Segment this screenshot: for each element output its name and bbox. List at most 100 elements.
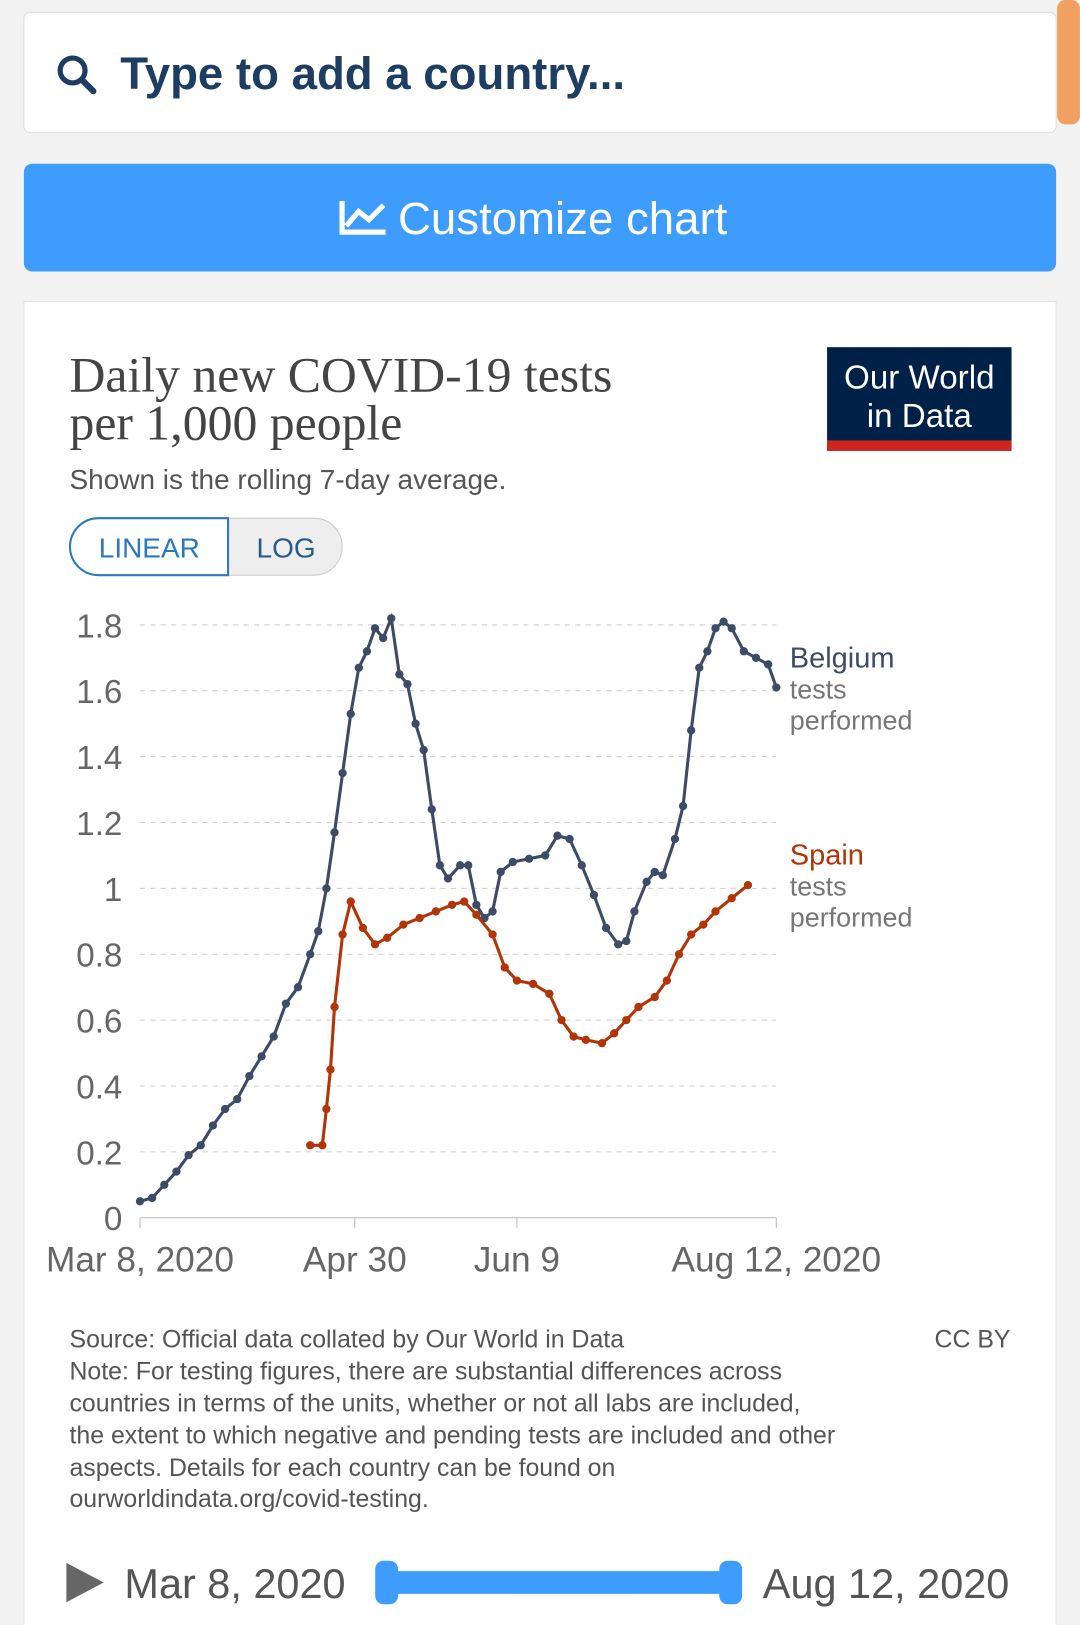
point xyxy=(577,861,586,870)
point xyxy=(597,1039,607,1048)
point xyxy=(245,1071,254,1081)
linear-button[interactable] xyxy=(69,517,230,577)
point xyxy=(379,633,388,643)
point xyxy=(318,1141,327,1150)
chart-title: Daily new COVID-19 tests xyxy=(69,348,612,403)
y-tick-label: 1.6 xyxy=(76,674,122,711)
note: countries in terms of the units, whether… xyxy=(69,1390,800,1418)
series-label: Belgium xyxy=(790,642,895,674)
point xyxy=(581,1035,590,1045)
point xyxy=(601,923,611,933)
license: CC BY xyxy=(935,1325,1011,1353)
point xyxy=(772,683,781,692)
point xyxy=(695,663,704,672)
point xyxy=(160,1180,169,1189)
timeline-start: Mar 8, 2020 xyxy=(124,1560,345,1607)
customize-button[interactable] xyxy=(23,163,1057,272)
point xyxy=(257,1052,266,1061)
point xyxy=(435,861,445,870)
annotation-line: performed xyxy=(790,706,913,736)
point xyxy=(541,851,550,860)
y-tick-label: 1.2 xyxy=(76,806,122,843)
point xyxy=(330,828,339,837)
point xyxy=(614,940,623,949)
point xyxy=(220,1104,230,1114)
search-box[interactable] xyxy=(23,11,1057,134)
point xyxy=(678,801,688,811)
point xyxy=(293,983,303,992)
point xyxy=(338,930,347,939)
point xyxy=(703,647,712,656)
point xyxy=(634,1002,643,1012)
point xyxy=(346,897,355,906)
point xyxy=(512,976,522,985)
point xyxy=(370,940,380,949)
point xyxy=(687,930,696,939)
linear-label: LINEAR xyxy=(99,533,200,564)
point xyxy=(719,617,728,626)
point xyxy=(508,857,517,867)
point xyxy=(196,1141,205,1150)
point xyxy=(358,923,368,933)
source: Source: Official data collated by Our Wo… xyxy=(69,1325,624,1353)
customize-label: Customize chart xyxy=(398,193,728,244)
point xyxy=(711,624,720,633)
point xyxy=(610,1029,619,1038)
search-icon xyxy=(57,55,88,86)
point xyxy=(338,768,347,778)
note: the extent to which negative and pending… xyxy=(69,1422,835,1450)
point xyxy=(569,1032,578,1041)
point xyxy=(751,653,761,662)
search-placeholder: Type to add a country... xyxy=(120,48,625,99)
point xyxy=(553,831,562,840)
y-tick-label: 0.8 xyxy=(76,938,122,975)
point xyxy=(565,834,574,844)
point xyxy=(662,976,672,985)
point xyxy=(322,1104,331,1114)
point xyxy=(524,854,534,863)
y-tick-label: 1.4 xyxy=(76,740,122,777)
timeline-end: Aug 12, 2020 xyxy=(763,1560,1010,1607)
point xyxy=(670,834,680,844)
chart-title: per 1,000 people xyxy=(69,395,402,450)
point xyxy=(589,890,599,900)
point xyxy=(630,907,639,916)
point xyxy=(387,614,396,623)
point xyxy=(306,950,315,959)
timeline-handle[interactable] xyxy=(375,1560,399,1605)
point xyxy=(727,624,736,633)
logo-bar xyxy=(827,440,1012,451)
point xyxy=(326,1065,335,1074)
point xyxy=(314,927,323,936)
series-annotation: tests performed xyxy=(790,871,913,932)
point xyxy=(699,920,708,929)
series-annotation: tests performed xyxy=(790,675,913,736)
point xyxy=(472,900,481,909)
point xyxy=(500,963,509,972)
point xyxy=(431,907,440,916)
point xyxy=(399,920,408,929)
timeline-handle[interactable] xyxy=(719,1560,743,1605)
timeline-track xyxy=(379,1571,738,1594)
point xyxy=(172,1167,181,1176)
point xyxy=(674,950,684,959)
chart-subtitle: Shown is the rolling 7-day average. xyxy=(69,464,506,495)
logo xyxy=(827,347,1012,451)
point xyxy=(464,861,473,870)
point xyxy=(642,877,651,886)
point xyxy=(411,719,420,728)
point xyxy=(743,880,753,890)
play-button[interactable] xyxy=(66,1562,104,1603)
point xyxy=(330,1002,339,1012)
point xyxy=(488,907,497,916)
point xyxy=(456,861,465,870)
x-tick-label: Jun 9 xyxy=(474,1241,560,1280)
series-label: Spain xyxy=(790,839,864,871)
point xyxy=(443,874,453,883)
point xyxy=(764,660,773,669)
point xyxy=(658,871,667,880)
x-tick-label: Mar 8, 2020 xyxy=(46,1241,234,1280)
y-tick-label: 1.8 xyxy=(76,608,122,645)
logo-text: Our World xyxy=(844,360,994,397)
